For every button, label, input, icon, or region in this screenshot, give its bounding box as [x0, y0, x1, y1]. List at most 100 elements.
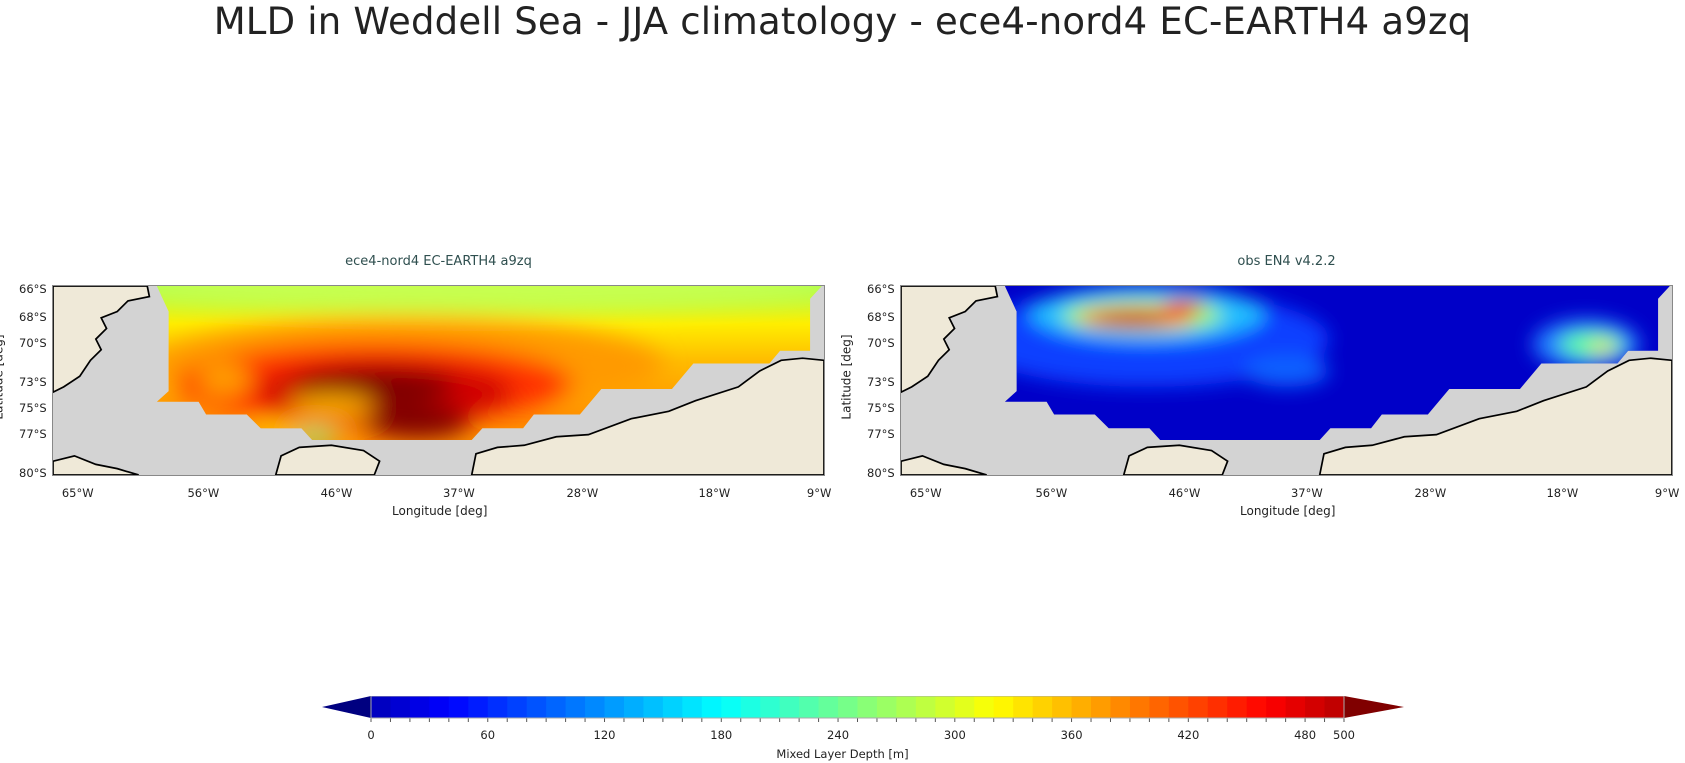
x-tick-label: 37°W [442, 486, 475, 500]
colorbar-segment [701, 696, 722, 718]
colorbar-segment [993, 696, 1014, 718]
mld-contour-region [1093, 313, 1169, 327]
colorbar-segment [585, 696, 606, 718]
colorbar-tick-label: 300 [943, 728, 966, 742]
colorbar-segment [760, 696, 781, 718]
land-antarctic-peninsula [901, 286, 999, 394]
y-tick-label: 66°S [19, 282, 47, 297]
colorbar-segment [565, 696, 586, 718]
colorbar-segment [721, 696, 742, 718]
land-coats-land-inlet [53, 454, 139, 475]
colorbar-tick-label: 500 [1333, 728, 1355, 742]
colorbar [322, 696, 1404, 722]
colorbar-segment [1266, 696, 1287, 718]
colorbar-tick-label: 0 [367, 728, 375, 742]
x-tick-label: 37°W [1290, 486, 1323, 500]
mld-contour-region [288, 394, 375, 416]
y-tick-label: 73°S [867, 374, 895, 389]
colorbar-segment [487, 696, 508, 718]
colorbar-extend-min [322, 696, 371, 718]
colorbar-segment [1188, 696, 1209, 718]
y-tick-label: 77°S [867, 427, 895, 442]
mld-contour-region [156, 286, 822, 310]
y-axis-label: Latitude [deg] [839, 334, 854, 420]
y-axis-label: Latitude [deg] [0, 334, 6, 420]
subplot-title: obs EN4 v4.2.2 [1237, 254, 1336, 269]
colorbar-extend-max [1344, 696, 1404, 718]
colorbar-segment [1305, 696, 1326, 718]
mld-contour-region [1559, 331, 1624, 358]
colorbar-frame [370, 696, 1345, 719]
colorbar-segment [643, 696, 664, 718]
colorbar-segment [779, 696, 800, 718]
colorbar-segment [429, 696, 450, 718]
y-tick-label: 80°S [867, 465, 895, 480]
colorbar-label: Mixed Layer Depth [m] [776, 747, 909, 761]
colorbar-tick-label: 60 [480, 728, 496, 742]
colorbar-segment [974, 696, 995, 718]
figure-title: MLD in Weddell Sea - JJA climatology - e… [213, 0, 1472, 43]
colorbar-segment [1246, 696, 1267, 718]
colorbar-tick-label: 120 [593, 728, 616, 742]
mld-contour-region [1243, 355, 1330, 387]
x-tick-label: 9°W [806, 486, 832, 500]
y-tick-label: 70°S [19, 336, 47, 351]
colorbar-segment [1285, 696, 1306, 718]
colorbar-segment [1091, 696, 1112, 718]
colorbar-segment [740, 696, 761, 718]
y-tick-label: 66°S [867, 282, 895, 297]
y-tick-label: 75°S [19, 401, 47, 416]
x-axis-label: Longitude [deg] [1240, 504, 1336, 518]
mld-contour-region [197, 363, 252, 396]
x-tick-label: 65°W [61, 486, 94, 500]
land-berkner-island [1122, 444, 1229, 475]
colorbar-segment [623, 696, 645, 718]
colorbar-segment [1110, 696, 1131, 718]
colorbar-segment [468, 696, 489, 718]
colorbar-segment [954, 696, 975, 718]
colorbar-segment [1129, 696, 1150, 718]
y-tick-label: 68°S [19, 310, 47, 325]
mld-field [1004, 286, 1670, 440]
mld-contour-region [1163, 298, 1207, 312]
colorbar-segment [390, 696, 411, 718]
land-berkner-island [274, 444, 381, 475]
colorbar-segment [1071, 696, 1092, 718]
x-tick-label: 9°W [1654, 486, 1680, 500]
y-tick-label: 73°S [19, 374, 47, 389]
colorbar-segment [526, 696, 547, 718]
colorbar-segment [682, 696, 703, 718]
colorbar-segment [1207, 696, 1228, 718]
x-tick-label: 28°W [1414, 486, 1447, 500]
mld-contour-region [363, 404, 471, 439]
x-tick-label: 46°W [1168, 486, 1201, 500]
colorbar-segment [1013, 696, 1034, 718]
x-tick-label: 56°W [187, 486, 220, 500]
land-antarctic-peninsula [53, 286, 151, 394]
colorbar-segment [915, 696, 936, 718]
colorbar-segment [896, 696, 917, 718]
subplot-title: ece4-nord4 EC-EARTH4 a9zq [345, 254, 532, 269]
x-tick-label: 65°W [909, 486, 942, 500]
y-tick-label: 80°S [19, 465, 47, 480]
colorbar-segment [857, 696, 878, 718]
colorbar-segment [1149, 696, 1170, 718]
colorbar-segment [1227, 696, 1248, 718]
land-east-antarctica [1318, 357, 1672, 475]
colorbar-segment [818, 696, 839, 718]
map-plot [900, 285, 1673, 476]
colorbar-segment [546, 696, 567, 718]
colorbar-segment [604, 696, 625, 718]
colorbar-tick-label: 240 [827, 728, 850, 742]
colorbar-segment [1324, 696, 1345, 718]
colorbar-tick-label: 180 [710, 728, 733, 742]
colorbar-segment [371, 696, 392, 718]
map-plot [52, 285, 825, 476]
x-tick-label: 56°W [1035, 486, 1068, 500]
x-tick-label: 18°W [698, 486, 731, 500]
colorbar-segment [799, 696, 820, 718]
y-tick-label: 75°S [867, 401, 895, 416]
colorbar-tick-label: 420 [1177, 728, 1200, 742]
colorbar-segment [1032, 696, 1053, 718]
